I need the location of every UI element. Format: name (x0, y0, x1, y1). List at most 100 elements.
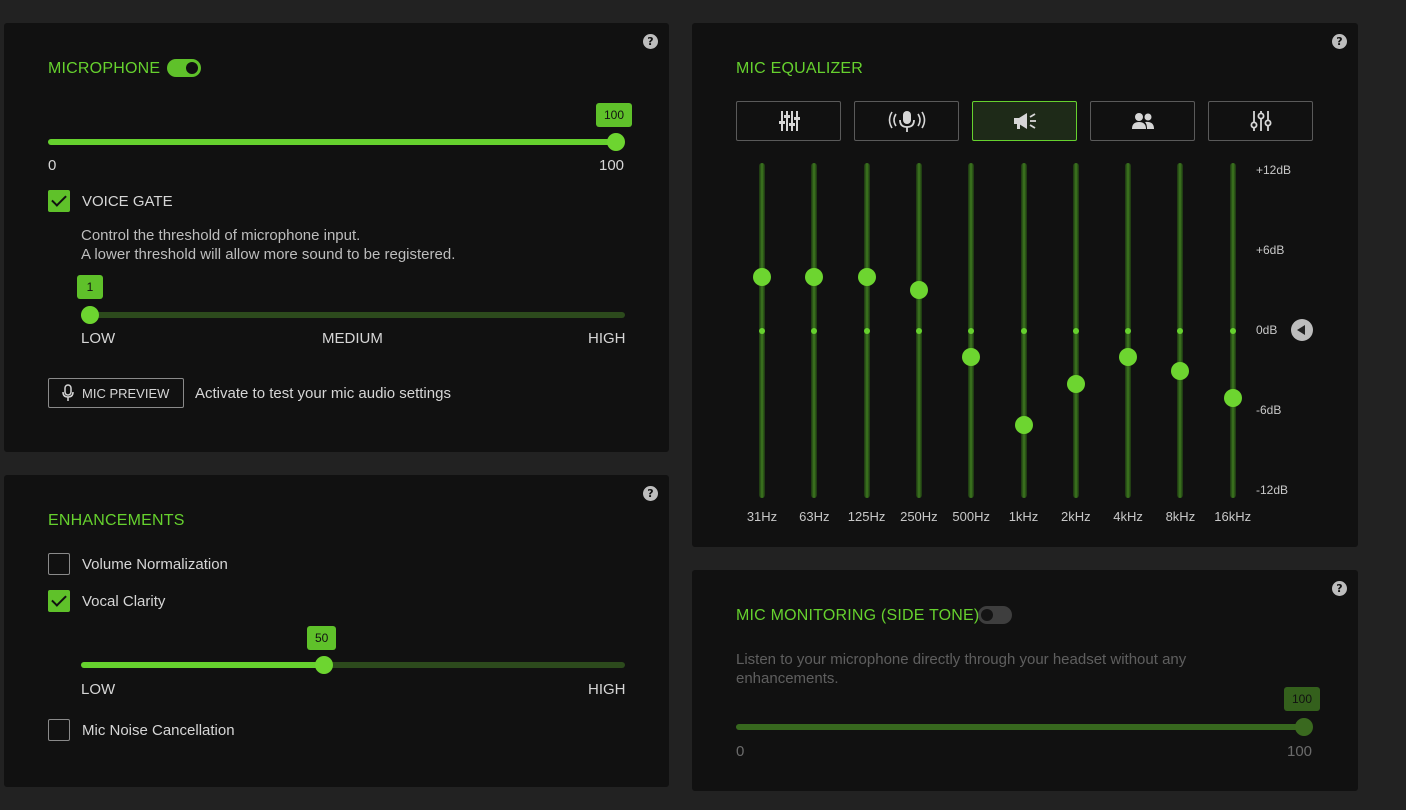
vocal-clarity-bubble: 50 (307, 626, 337, 650)
mic-preview-button[interactable]: MIC PREVIEW (48, 378, 184, 408)
preset-sliders-button[interactable] (736, 101, 841, 141)
vocal-clarity-low-label: LOW (81, 681, 116, 698)
eq-band-125hz[interactable] (847, 163, 887, 498)
eq-band-8khz[interactable] (1160, 163, 1200, 498)
microphone-volume-fill (48, 139, 616, 145)
voice-gate-checkbox[interactable] (48, 190, 70, 212)
preset-broadcast-button[interactable] (854, 101, 959, 141)
eq-thumb[interactable] (962, 348, 981, 367)
voice-gate-slider[interactable] (81, 312, 625, 318)
vocal-clarity-thumb[interactable] (315, 656, 333, 674)
noise-cancellation-label: Mic Noise Cancellation (82, 722, 235, 739)
voice-gate-label: VOICE GATE (82, 193, 173, 210)
eq-band-label: 31Hz (746, 509, 778, 524)
voice-gate-medium-label: MEDIUM (322, 330, 383, 347)
noise-cancellation-checkbox[interactable] (48, 719, 70, 741)
preset-custom-button[interactable] (1208, 101, 1313, 141)
help-icon[interactable]: ? (643, 486, 658, 501)
eq-band-label: 500Hz (952, 509, 990, 524)
eq-band-4khz[interactable] (1108, 163, 1148, 498)
eq-zero-marker (1229, 327, 1236, 334)
volume-normalization-checkbox[interactable] (48, 553, 70, 575)
preset-group-button[interactable] (1090, 101, 1195, 141)
voice-gate-description-1: Control the threshold of microphone inpu… (81, 227, 361, 244)
voice-gate-thumb[interactable] (81, 306, 99, 324)
eq-thumb[interactable] (909, 281, 928, 300)
eq-zero-marker (1072, 327, 1079, 334)
eq-thumb[interactable] (1066, 375, 1085, 394)
monitoring-volume-slider[interactable] (736, 724, 1304, 730)
voice-gate-high-label: HIGH (588, 330, 626, 347)
vocal-clarity-checkbox[interactable] (48, 590, 70, 612)
db-label-minus12: -12dB (1256, 483, 1289, 497)
voice-gate-description-2: A lower threshold will allow more sound … (81, 246, 456, 263)
monitoring-volume-thumb[interactable] (1295, 718, 1313, 736)
microphone-broadcast-icon (888, 111, 925, 132)
db-label-minus6: -6dB (1256, 403, 1282, 417)
eq-zero-marker (1177, 327, 1184, 334)
preset-megaphone-button[interactable] (972, 101, 1077, 141)
eq-band-250hz[interactable] (899, 163, 939, 498)
help-icon[interactable]: ? (1332, 581, 1347, 596)
eq-band-label: 250Hz (900, 509, 938, 524)
monitoring-max-label: 100 (1287, 743, 1313, 760)
mic-preview-label: MIC PREVIEW (82, 386, 170, 401)
vocal-clarity-fill (81, 662, 326, 668)
monitoring-min-label: 0 (736, 743, 745, 760)
enhancements-panel: ? ENHANCEMENTS Volume Normalization Voca… (4, 475, 669, 787)
monitoring-title: MIC MONITORING (SIDE TONE) (736, 607, 980, 624)
db-label-plus6: +6dB (1256, 243, 1285, 257)
eq-thumb[interactable] (1119, 348, 1138, 367)
help-icon[interactable]: ? (643, 34, 658, 49)
vocal-clarity-high-label: HIGH (588, 681, 626, 698)
vocal-clarity-slider[interactable] (81, 662, 625, 668)
mic-preview-text: Activate to test your mic audio settings (195, 385, 451, 402)
microphone-min-label: 0 (48, 157, 57, 174)
db-label-plus12: +12dB (1256, 163, 1292, 177)
reset-zero-icon[interactable] (1291, 319, 1313, 341)
enhancements-title: ENHANCEMENTS (48, 512, 185, 529)
monitoring-description-2: enhancements. (736, 670, 839, 687)
eq-band-2khz[interactable] (1056, 163, 1096, 498)
eq-zero-marker (863, 327, 870, 334)
eq-zero-marker (759, 327, 765, 334)
eq-band-label: 2kHz (1060, 509, 1091, 524)
monitoring-volume-fill (736, 724, 1304, 730)
eq-thumb[interactable] (1171, 361, 1190, 380)
microphone-max-label: 100 (599, 157, 625, 174)
eq-zero-marker (915, 327, 922, 334)
eq-thumb[interactable] (857, 267, 876, 286)
monitoring-toggle[interactable] (978, 606, 1012, 624)
help-icon[interactable]: ? (1332, 34, 1347, 49)
eq-band-label: 63Hz (799, 509, 830, 524)
eq-zero-marker (968, 327, 975, 334)
voice-gate-bubble: 1 (77, 275, 103, 299)
eq-band-label: 125Hz (847, 509, 886, 524)
eq-band-16khz[interactable] (1213, 163, 1253, 498)
microphone-toggle[interactable] (167, 59, 201, 77)
microphone-volume-bubble: 100 (596, 103, 633, 127)
microphone-volume-slider[interactable] (48, 139, 616, 145)
eq-thumb[interactable] (805, 267, 824, 286)
sliders-icon (778, 111, 800, 131)
group-icon (1131, 113, 1154, 129)
eq-thumb[interactable] (1014, 415, 1033, 434)
monitoring-volume-bubble: 100 (1284, 687, 1321, 711)
eq-band-label: 16kHz (1214, 509, 1252, 524)
microphone-volume-thumb[interactable] (607, 133, 625, 151)
eq-band-63hz[interactable] (794, 163, 834, 498)
eq-zero-marker (1125, 327, 1132, 334)
voice-gate-low-label: LOW (81, 330, 116, 347)
eq-thumb[interactable] (753, 267, 771, 286)
eq-zero-marker (811, 327, 818, 334)
custom-sliders-icon (1250, 111, 1271, 131)
eq-band-500hz[interactable] (951, 163, 991, 498)
eq-band-1khz[interactable] (1004, 163, 1044, 498)
microphone-title: MICROPHONE (48, 60, 161, 77)
monitoring-panel: ? MIC MONITORING (SIDE TONE) Listen to y… (692, 570, 1358, 791)
eq-thumb[interactable] (1223, 388, 1242, 407)
monitoring-description-1: Listen to your microphone directly throu… (736, 651, 1187, 668)
equalizer-panel: ? MIC EQUALIZER (692, 23, 1358, 547)
eq-band-31hz[interactable] (742, 163, 782, 498)
microphone-icon (62, 384, 74, 401)
